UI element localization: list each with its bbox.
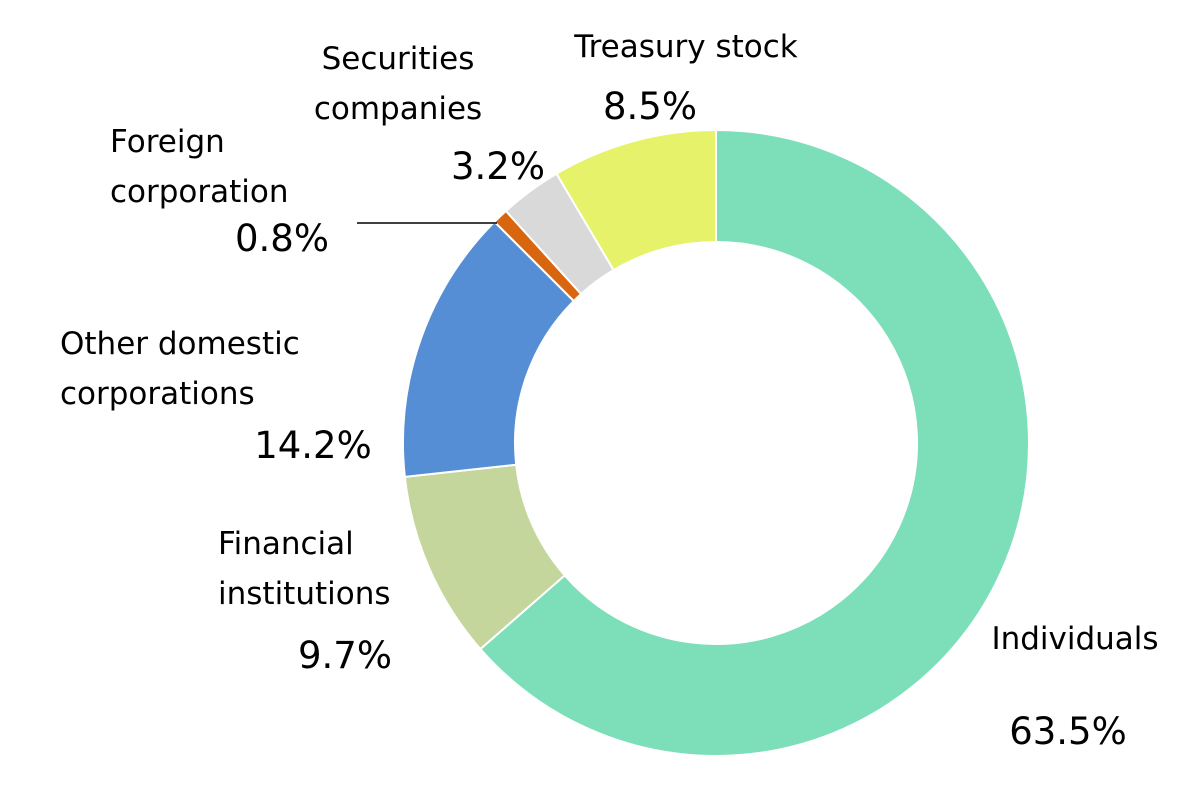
slice-label: Securities companies	[314, 41, 482, 127]
slice-label: Other domestic corporations	[60, 326, 300, 412]
value-label: 3.2%	[451, 145, 545, 188]
value-label: 14.2%	[254, 424, 372, 467]
slice-label: Foreign corporation	[110, 124, 289, 210]
slice-label: Treasury stock	[573, 29, 798, 65]
value-label: 8.5%	[603, 85, 697, 128]
value-label: 9.7%	[298, 634, 392, 677]
donut-slice	[478, 128, 1030, 757]
slice-label: Financial institutions	[218, 526, 391, 612]
slice-label: Individuals	[991, 621, 1158, 657]
donut-slice	[555, 128, 717, 272]
value-label: 0.8%	[235, 217, 329, 260]
value-label: 63.5%	[1009, 710, 1127, 753]
